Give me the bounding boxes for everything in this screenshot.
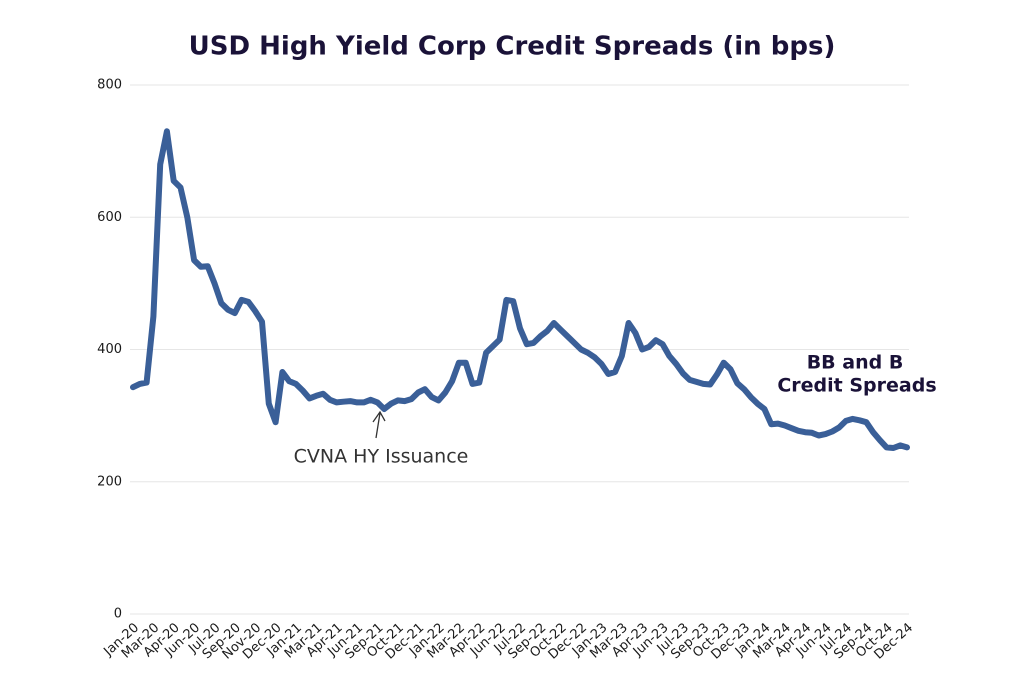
annotation: CVNA HY Issuance: [294, 446, 469, 468]
series-line: [130, 128, 910, 451]
y-tick-label: 200: [97, 474, 122, 489]
y-tick-label: 400: [97, 342, 122, 357]
y-tick-label: 600: [97, 210, 122, 225]
y-tick-label: 0: [114, 607, 122, 622]
series-label: BB and B: [807, 352, 904, 374]
y-tick-label: 800: [97, 78, 122, 93]
chart-title: USD High Yield Corp Credit Spreads (in b…: [189, 32, 836, 62]
annotation-arrow: [372, 410, 386, 439]
plot: 0200400600800Jan-20Mar-20Apr-20Jun-20Jul…: [97, 78, 916, 663]
series-label: Credit Spreads: [777, 375, 936, 397]
